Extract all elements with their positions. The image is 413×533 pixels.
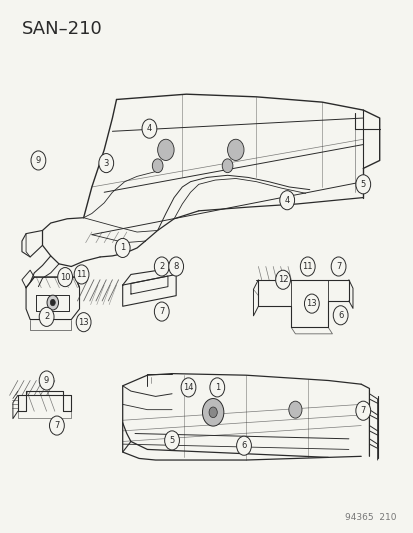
Circle shape <box>31 151 46 170</box>
Text: 2: 2 <box>44 312 49 321</box>
Text: 7: 7 <box>335 262 340 271</box>
Text: 7: 7 <box>360 406 365 415</box>
Text: 6: 6 <box>337 311 342 320</box>
Circle shape <box>355 175 370 194</box>
Circle shape <box>355 401 370 420</box>
Circle shape <box>152 159 163 173</box>
Text: 7: 7 <box>54 421 59 430</box>
Text: 2: 2 <box>159 262 164 271</box>
Circle shape <box>50 300 55 306</box>
Circle shape <box>330 257 345 276</box>
Text: 12: 12 <box>277 275 287 284</box>
Text: 9: 9 <box>36 156 41 165</box>
Circle shape <box>288 401 301 418</box>
Text: 8: 8 <box>173 262 178 271</box>
Text: 11: 11 <box>76 270 87 279</box>
Text: 11: 11 <box>302 262 312 271</box>
Text: 14: 14 <box>183 383 193 392</box>
Text: 5: 5 <box>360 180 365 189</box>
Circle shape <box>99 154 114 173</box>
Text: 5: 5 <box>169 436 174 445</box>
Circle shape <box>50 416 64 435</box>
Circle shape <box>39 371 54 390</box>
Circle shape <box>74 265 89 284</box>
Text: 1: 1 <box>214 383 219 392</box>
Circle shape <box>154 302 169 321</box>
Text: SAN–210: SAN–210 <box>22 20 102 38</box>
Circle shape <box>180 378 195 397</box>
Circle shape <box>157 139 174 160</box>
Circle shape <box>279 191 294 210</box>
Circle shape <box>76 313 91 332</box>
Text: 4: 4 <box>284 196 289 205</box>
Text: 13: 13 <box>78 318 89 327</box>
Circle shape <box>275 270 290 289</box>
Circle shape <box>209 378 224 397</box>
Text: 4: 4 <box>147 124 152 133</box>
Circle shape <box>227 139 243 160</box>
Circle shape <box>304 294 318 313</box>
Circle shape <box>57 268 72 287</box>
Text: 13: 13 <box>306 299 316 308</box>
Circle shape <box>202 399 223 426</box>
Circle shape <box>332 306 347 325</box>
Circle shape <box>236 436 251 455</box>
Circle shape <box>47 295 58 310</box>
Circle shape <box>299 257 314 276</box>
Text: 9: 9 <box>44 376 49 385</box>
Circle shape <box>39 308 54 326</box>
Circle shape <box>222 159 233 173</box>
Text: 1: 1 <box>120 244 125 253</box>
Text: 6: 6 <box>241 441 246 450</box>
Text: 7: 7 <box>159 307 164 316</box>
Text: 3: 3 <box>103 159 109 167</box>
Circle shape <box>154 257 169 276</box>
Circle shape <box>115 238 130 257</box>
Circle shape <box>164 431 179 450</box>
Circle shape <box>209 407 217 418</box>
Circle shape <box>169 257 183 276</box>
Text: 10: 10 <box>60 272 70 281</box>
Text: 94365  210: 94365 210 <box>344 513 395 522</box>
Circle shape <box>142 119 157 138</box>
